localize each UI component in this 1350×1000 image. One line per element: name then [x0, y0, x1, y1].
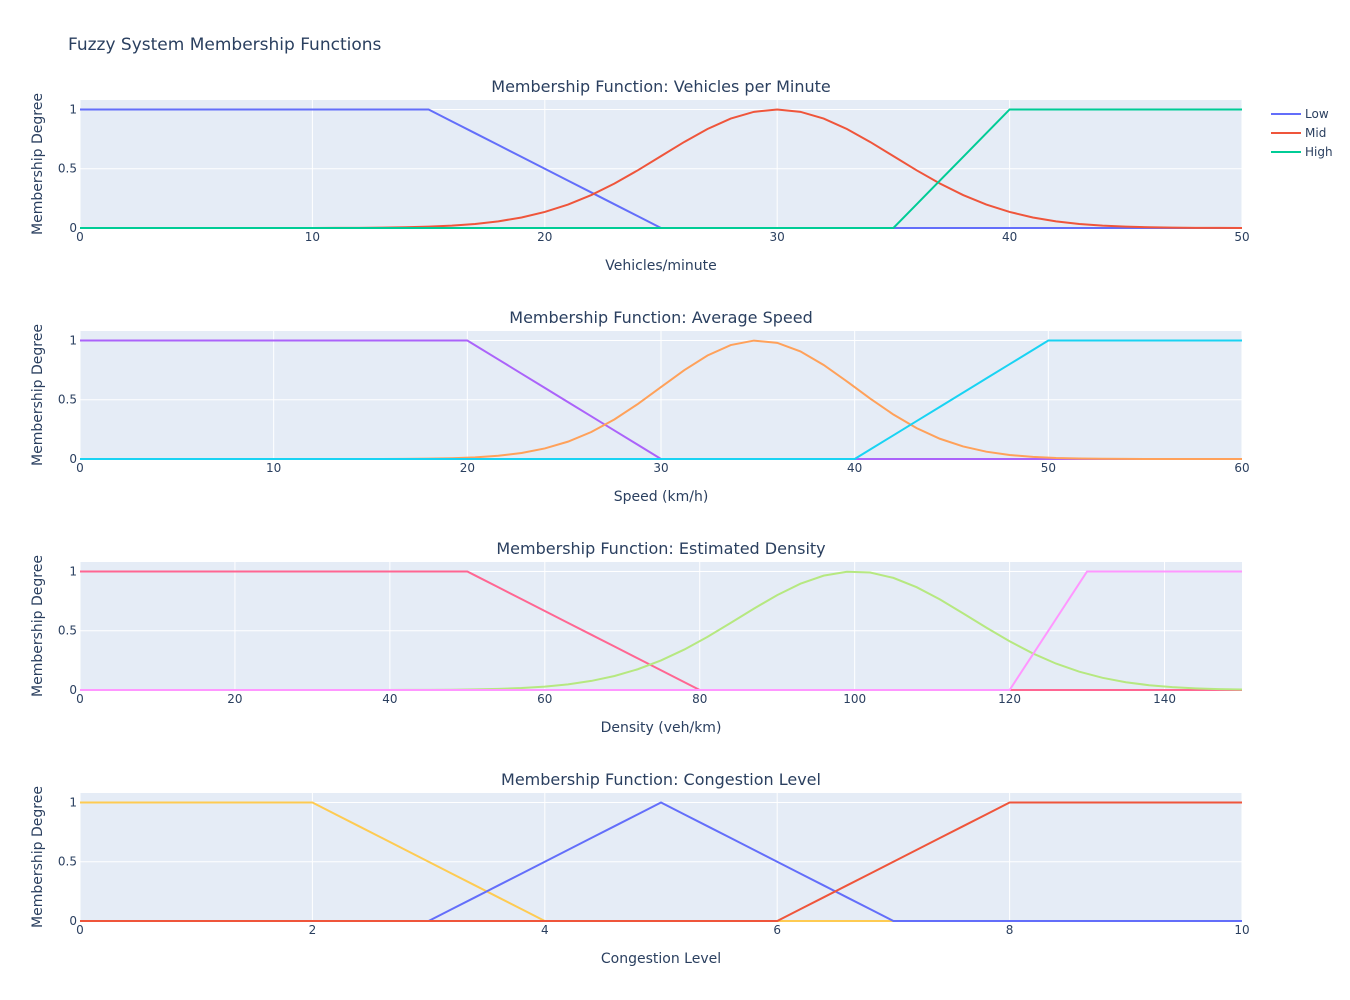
- x-tick-label: 80: [692, 692, 707, 706]
- x-tick-label: 120: [998, 692, 1021, 706]
- figure-title: Fuzzy System Membership Functions: [68, 35, 382, 55]
- x-tick-label: 0: [76, 461, 84, 475]
- subplot-3: 0 20 40 60 80 100 120 140 0 0.5 1 Membership Functi…: [30, 539, 1243, 736]
- x-axis-title: Speed (km/h): [614, 489, 709, 505]
- y-tick-label: 0: [69, 683, 77, 697]
- y-tick-label: 0.5: [58, 162, 77, 176]
- plot-background: [80, 793, 1242, 921]
- y-tick-label: 1: [69, 102, 77, 116]
- legend-item-low[interactable]: Low: [1271, 107, 1329, 121]
- x-tick-label: 0: [76, 230, 84, 244]
- plot-background: [80, 100, 1242, 228]
- y-axis-title: Membership Degree: [30, 324, 46, 466]
- y-tick-label: 0.5: [58, 855, 77, 869]
- subplot-title: Membership Function: Estimated Density: [496, 539, 825, 558]
- subplot-title: Membership Function: Congestion Level: [501, 770, 821, 789]
- y-tick-label: 0: [69, 914, 77, 928]
- x-tick-label: 140: [1153, 692, 1176, 706]
- x-axis-title: Congestion Level: [601, 951, 721, 967]
- y-tick-label: 0: [69, 221, 77, 235]
- x-tick-label: 30: [770, 230, 785, 244]
- legend-item-mid[interactable]: Mid: [1271, 126, 1326, 140]
- series-line-1: [80, 339, 1242, 460]
- x-tick-label: 10: [305, 230, 320, 244]
- y-axis-title: Membership Degree: [30, 93, 46, 235]
- subplot-1: 0 10 20 30 40 50 0 0.5 1 Membership Function: Veh…: [30, 77, 1250, 274]
- x-tick-label: 10: [1234, 923, 1249, 937]
- subplot-title: Membership Function: Average Speed: [509, 308, 812, 327]
- series-line-3: [80, 339, 1242, 460]
- subplot-2: 0 10 20 30 40 50 60 0 0.5 1 Membership Function: A…: [30, 308, 1250, 505]
- y-tick-label: 0.5: [58, 624, 77, 638]
- x-tick-label: 20: [460, 461, 475, 475]
- x-tick-label: 2: [309, 923, 317, 937]
- legend-label: High: [1305, 145, 1333, 159]
- x-tick-label: 60: [1234, 461, 1249, 475]
- legend-label: Low: [1305, 107, 1329, 121]
- x-tick-label: 30: [653, 461, 668, 475]
- x-tick-label: 4: [541, 923, 549, 937]
- subplot-title: Membership Function: Vehicles per Minute: [491, 77, 830, 96]
- series-line-3: [80, 108, 1242, 229]
- x-tick-label: 8: [1006, 923, 1014, 937]
- x-tick-label: 6: [773, 923, 781, 937]
- y-axis-title: Membership Degree: [30, 555, 46, 697]
- series-line-3: [80, 570, 1242, 691]
- plot-background: [80, 562, 1242, 690]
- x-tick-label: 50: [1234, 230, 1249, 244]
- x-tick-label: 20: [227, 692, 242, 706]
- legend: Low Mid High: [1271, 107, 1333, 159]
- x-tick-label: 100: [843, 692, 866, 706]
- x-tick-label: 40: [1002, 230, 1017, 244]
- y-tick-label: 0: [69, 452, 77, 466]
- legend-label: Mid: [1305, 126, 1326, 140]
- series-line-3: [80, 801, 1242, 922]
- y-tick-label: 0.5: [58, 393, 77, 407]
- y-tick-label: 1: [69, 795, 77, 809]
- x-tick-label: 20: [537, 230, 552, 244]
- x-tick-label: 40: [847, 461, 862, 475]
- x-axis-title: Vehicles/minute: [605, 258, 716, 274]
- x-tick-label: 60: [537, 692, 552, 706]
- subplot-4: 0 2 4 6 8 10 0 0.5 1 Membership Function: Congest…: [30, 770, 1250, 967]
- x-tick-label: 10: [266, 461, 281, 475]
- y-tick-label: 1: [69, 564, 77, 578]
- series-line-1: [80, 570, 1242, 691]
- legend-item-high[interactable]: High: [1271, 145, 1333, 159]
- x-tick-label: 50: [1041, 461, 1056, 475]
- y-axis-title: Membership Degree: [30, 786, 46, 928]
- x-tick-label: 0: [76, 923, 84, 937]
- x-tick-label: 0: [76, 692, 84, 706]
- x-tick-label: 40: [382, 692, 397, 706]
- x-axis-title: Density (veh/km): [601, 720, 722, 736]
- y-tick-label: 1: [69, 333, 77, 347]
